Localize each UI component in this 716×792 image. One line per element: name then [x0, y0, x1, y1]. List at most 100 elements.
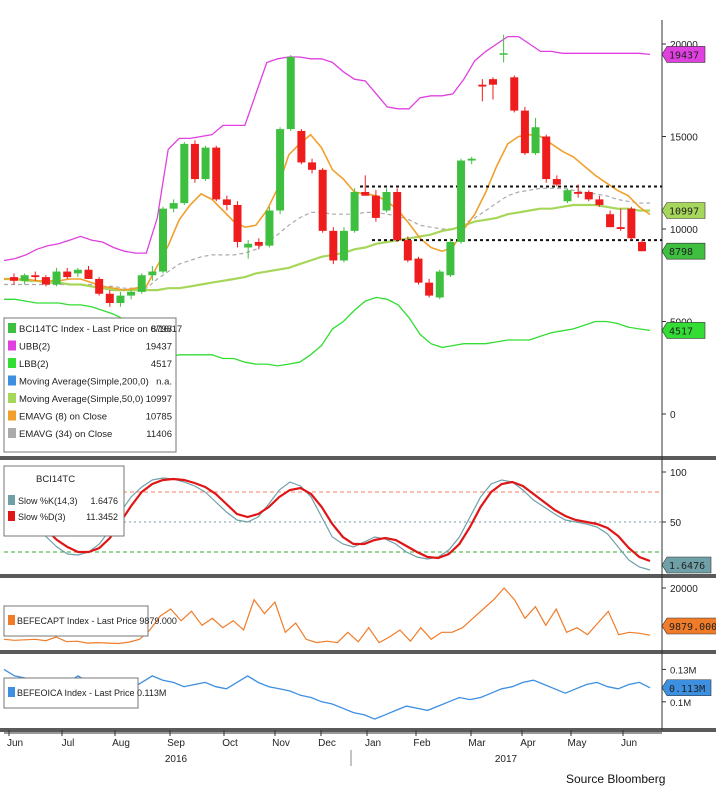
capt-tick-label: 20000 — [670, 584, 698, 595]
candle — [318, 169, 327, 231]
stoch-legend-1: Slow %D(3) — [18, 512, 66, 522]
x-month-jan: Jan — [365, 738, 381, 749]
candle — [638, 241, 646, 252]
candle — [308, 162, 317, 170]
x-month-apr: Apr — [520, 738, 536, 749]
tag-last: 8798 — [661, 242, 706, 260]
oica-legend-label: BEFEOICA Index - Last Price 0.113M — [17, 688, 166, 698]
legend-value-4: 10997 — [146, 394, 172, 405]
candle — [339, 230, 348, 261]
tag-slowk-text: 1.6476 — [669, 561, 705, 572]
y-tick-label-10000: 10000 — [670, 225, 698, 236]
candle — [73, 269, 82, 274]
tag-capt-shape — [661, 617, 716, 635]
tag-ma50-text: 10997 — [669, 207, 699, 218]
legend-label-5: EMAVG (8) on Close — [19, 412, 107, 423]
tag-ubb: 19437 — [661, 46, 706, 63]
x-month-feb: Feb — [413, 738, 431, 749]
legend-label-2: LBB(2) — [19, 359, 49, 370]
legend-value-3: n.a. — [156, 377, 172, 388]
tag-lbb: 4517 — [661, 322, 706, 339]
tag-lbb-shape — [661, 322, 706, 339]
candle — [329, 230, 338, 261]
ema34-line — [4, 187, 651, 289]
legend-value-6: 11406 — [146, 429, 172, 440]
candle — [574, 192, 583, 194]
candle — [446, 241, 455, 276]
candle — [222, 199, 231, 205]
candle — [520, 110, 529, 154]
tag-ma50-shape — [661, 202, 706, 219]
candle — [169, 203, 178, 209]
legend-label-0: BCI14TC Index - Last Price on 6/16/17 — [19, 324, 182, 335]
tag-oica: 0.113M — [661, 679, 712, 697]
oica-swatch — [8, 687, 15, 697]
candle — [627, 208, 636, 239]
tag-oica-text: 0.113M — [669, 684, 705, 695]
y-tick-label-0: 0 — [670, 410, 676, 421]
stoch-tick-label-0: 100 — [670, 468, 687, 479]
candle — [20, 275, 29, 281]
candle — [254, 241, 263, 246]
stoch-swatch-1 — [8, 511, 15, 521]
ma50-line — [4, 203, 651, 292]
legend-value-1: 19437 — [146, 342, 172, 353]
tag-ubb-text: 19437 — [669, 50, 699, 61]
tag-capt: 9879.000 — [661, 617, 716, 635]
candle — [84, 269, 93, 279]
oica-legend: BEFEOICA Index - Last Price 0.113M — [3, 677, 166, 709]
ema8-line — [4, 133, 651, 291]
x-month-nov: Nov — [272, 738, 290, 749]
candle — [31, 275, 40, 278]
candle — [265, 210, 274, 246]
candle — [403, 240, 412, 261]
x-month-aug: Aug — [112, 738, 130, 749]
capt-line — [3, 587, 651, 645]
candle — [361, 192, 370, 196]
candle — [52, 271, 61, 285]
legend-label-3: Moving Average(Simple,200,0) — [19, 377, 149, 388]
capt-legend-box — [3, 605, 149, 637]
source-caption: Source Bloomberg — [566, 772, 666, 786]
stoch-legend-0: Slow %K(14,3) — [18, 496, 78, 506]
legend-swatch-1 — [8, 340, 16, 351]
lbb-line — [4, 296, 651, 367]
legend-value-0: 8798 — [151, 324, 172, 335]
legend-value-5: 10785 — [146, 412, 172, 423]
candle — [212, 147, 221, 200]
stoch-swatch-0 — [8, 495, 15, 505]
tag-lbb-text: 4517 — [669, 326, 693, 337]
x-month-jul: Jul — [62, 738, 75, 749]
x-month-jun: Jun — [7, 738, 23, 749]
candle — [286, 56, 295, 130]
x-month-oct: Oct — [222, 738, 238, 749]
candle — [350, 192, 359, 231]
candle — [499, 53, 508, 55]
x-month-mar: Mar — [468, 738, 486, 749]
stoch-title: BCI14TC — [36, 474, 75, 485]
candle — [542, 136, 551, 180]
legend-value-2: 4517 — [151, 359, 172, 370]
stoch-tick-label-1: 50 — [670, 518, 682, 529]
tag-capt-text: 9879.000 — [669, 622, 716, 633]
candle — [276, 129, 285, 211]
legend-swatch-4 — [8, 393, 16, 403]
candle — [552, 179, 561, 185]
candle — [297, 130, 306, 163]
x-month-sep: Sep — [167, 738, 185, 749]
candle — [371, 195, 380, 218]
candle — [105, 293, 114, 303]
candle — [488, 79, 497, 85]
tag-slowk: 1.6476 — [661, 556, 712, 574]
oica-tick-label-1: 0.1M — [670, 698, 691, 709]
legend-swatch-6 — [8, 428, 16, 438]
legend-label-6: EMAVG (34) on Close — [19, 429, 112, 440]
tag-oica-shape — [661, 679, 712, 697]
candle — [201, 147, 210, 180]
main-legend: BCI14TC Index - Last Price on 6/16/17879… — [3, 317, 182, 453]
x-month-jun: Jun — [621, 738, 637, 749]
candle — [616, 227, 625, 229]
candle — [180, 143, 189, 204]
legend-swatch-3 — [8, 375, 16, 386]
